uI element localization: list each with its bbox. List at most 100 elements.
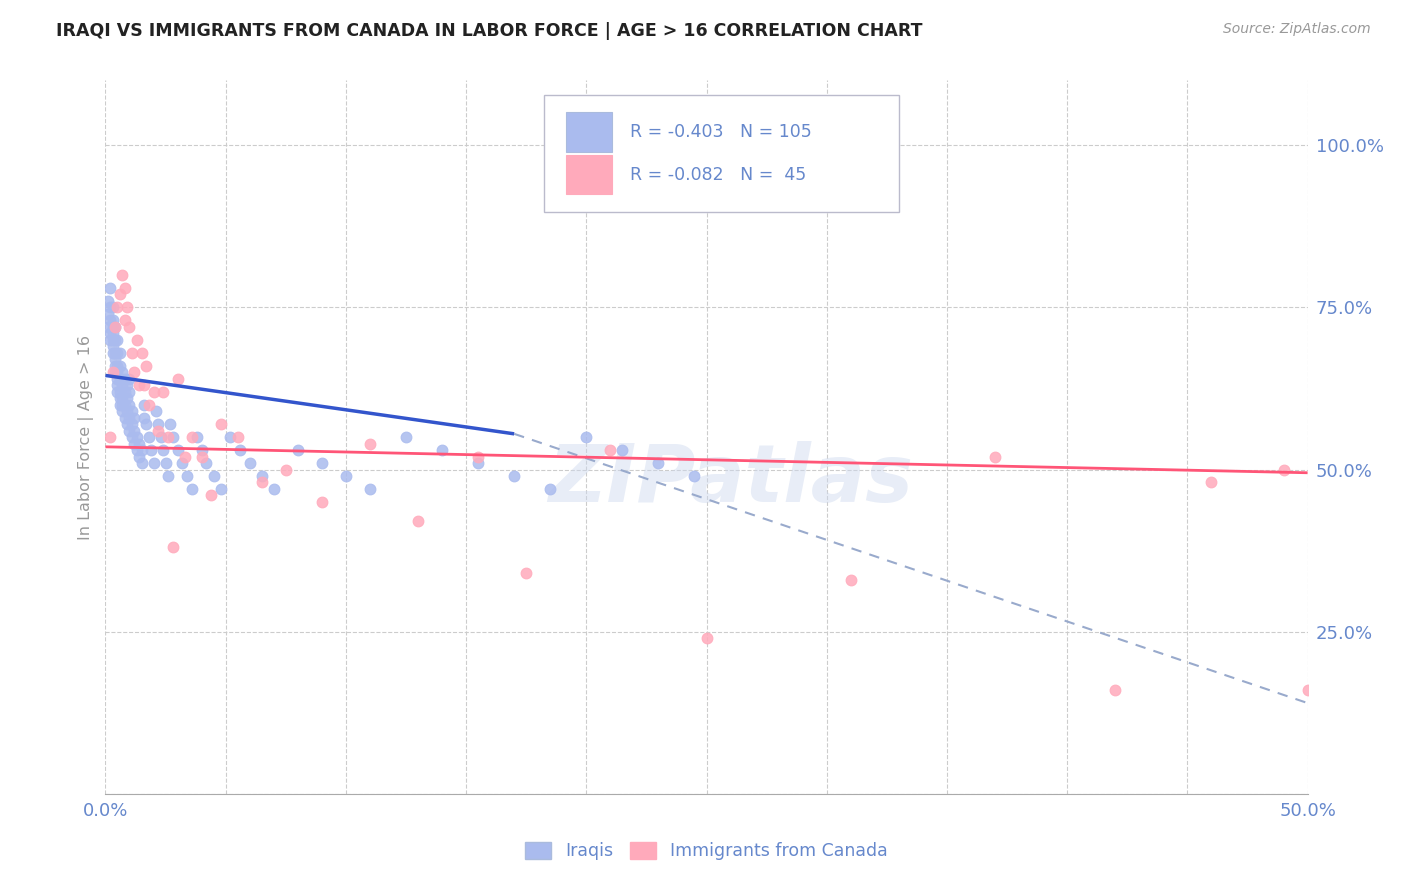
Point [132, 378, 155, 392]
Point [101, 333, 124, 347]
Point [156, 430, 179, 444]
Point [131, 443, 153, 458]
Point [104, 359, 127, 373]
Point [135, 359, 157, 373]
Point [107, 378, 129, 392]
Point [202, 469, 225, 483]
Point [108, 391, 131, 405]
Point [135, 417, 157, 431]
Point [115, 404, 138, 418]
Point [104, 319, 127, 334]
Text: Source: ZipAtlas.com: Source: ZipAtlas.com [1223, 22, 1371, 37]
Point [311, 456, 333, 470]
Point [515, 566, 537, 581]
Point [138, 398, 160, 412]
Point [1104, 683, 1126, 698]
Point [118, 410, 141, 425]
Point [186, 430, 208, 444]
Point [115, 391, 138, 405]
Point [118, 384, 141, 399]
Point [107, 384, 129, 399]
Point [111, 378, 134, 392]
Point [430, 443, 453, 458]
Point [101, 345, 124, 359]
Point [111, 365, 134, 379]
Point [125, 430, 148, 444]
Point [131, 456, 153, 470]
Point [97, 319, 120, 334]
Point [219, 430, 242, 444]
Point [108, 384, 131, 399]
Point [114, 313, 136, 327]
Text: IRAQI VS IMMIGRANTS FROM CANADA IN LABOR FORCE | AGE > 16 CORRELATION CHART: IRAQI VS IMMIGRANTS FROM CANADA IN LABOR… [56, 22, 922, 40]
Point [239, 456, 262, 470]
Text: R = -0.082   N =  45: R = -0.082 N = 45 [630, 166, 806, 184]
Point [155, 456, 177, 470]
Point [190, 443, 212, 458]
Point [209, 417, 232, 431]
Point [335, 469, 357, 483]
Point [98, 333, 121, 347]
Point [359, 436, 381, 450]
Point [226, 430, 249, 444]
Point [121, 404, 143, 418]
Point [114, 384, 136, 399]
Point [142, 456, 165, 470]
Point [166, 443, 188, 458]
Point [111, 268, 134, 282]
Point [125, 333, 148, 347]
Point [104, 345, 127, 359]
Point [132, 398, 155, 412]
Point [148, 424, 170, 438]
Point [190, 450, 212, 464]
Point [124, 410, 146, 425]
Point [172, 456, 194, 470]
Point [200, 488, 222, 502]
Point [181, 482, 204, 496]
Point [108, 372, 131, 386]
Point [121, 345, 143, 359]
Point [115, 417, 138, 431]
Point [145, 404, 167, 418]
Point [575, 430, 598, 444]
Point [1296, 683, 1319, 698]
Point [263, 482, 285, 496]
Point [104, 333, 127, 347]
Point [538, 482, 561, 496]
Point [406, 515, 429, 529]
Point [108, 359, 131, 373]
Point [107, 333, 129, 347]
Point [107, 359, 129, 373]
Point [152, 443, 174, 458]
Point [503, 469, 526, 483]
Point [114, 281, 136, 295]
Point [101, 339, 124, 353]
Point [111, 404, 134, 418]
Point [108, 345, 131, 359]
Point [359, 482, 381, 496]
Point [287, 443, 309, 458]
Point [125, 443, 148, 458]
Point [1272, 462, 1295, 476]
Point [1201, 475, 1223, 490]
Point [107, 372, 129, 386]
Point [162, 430, 184, 444]
Point [118, 424, 141, 438]
Point [118, 319, 141, 334]
Point [101, 365, 124, 379]
Point [166, 372, 188, 386]
Point [274, 462, 297, 476]
Point [152, 384, 174, 399]
Point [162, 541, 184, 555]
Point [250, 475, 273, 490]
FancyBboxPatch shape [565, 112, 612, 152]
Point [107, 301, 129, 315]
Point [114, 372, 136, 386]
Point [128, 450, 150, 464]
Point [98, 313, 121, 327]
Text: R = -0.403   N = 105: R = -0.403 N = 105 [630, 123, 811, 141]
Point [101, 313, 124, 327]
Point [115, 378, 138, 392]
Point [181, 430, 204, 444]
Point [124, 365, 146, 379]
